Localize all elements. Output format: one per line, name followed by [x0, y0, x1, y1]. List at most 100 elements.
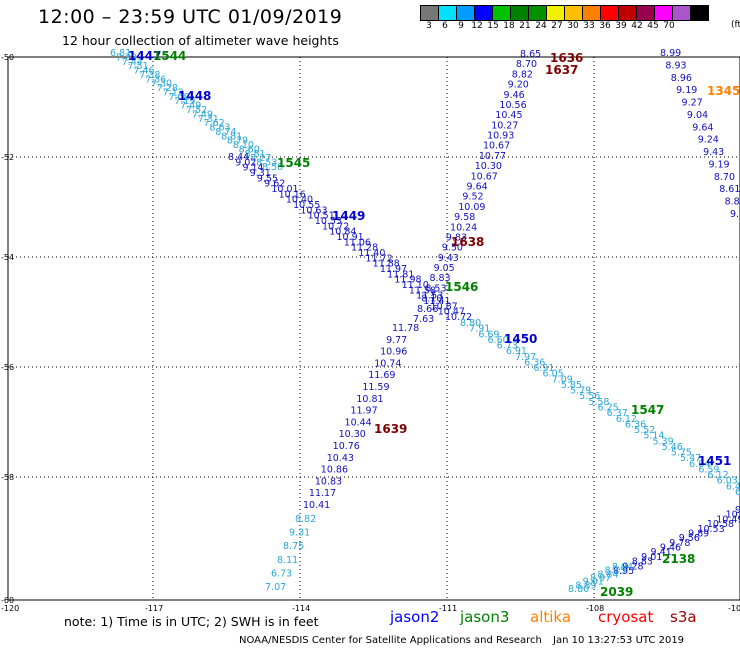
- wave-height-value: 10.01: [271, 184, 298, 195]
- wave-height-value: 10.58: [707, 519, 734, 530]
- wave-height-value: 9.43: [703, 147, 724, 158]
- wave-height-value: 9.: [730, 209, 739, 220]
- wave-height-value: 9.52: [462, 192, 483, 203]
- wave-height-value: 10.83: [315, 476, 342, 487]
- wave-height-value: 8.53: [425, 283, 446, 294]
- color-scale-label: 42: [631, 21, 643, 31]
- wave-height-value: 7.91: [469, 324, 490, 335]
- wave-height-value: 8.53: [256, 158, 277, 169]
- wave-height-value: 6.36: [524, 357, 545, 368]
- wave-height-value: 6.36: [625, 419, 646, 430]
- wave-height-value: 11.78: [392, 323, 419, 334]
- wave-height-value: 9.19: [676, 85, 697, 96]
- wave-height-value: 8.61: [719, 184, 740, 195]
- wave-height-value: 11.69: [368, 370, 395, 381]
- wave-height-value: 10.30: [475, 161, 502, 172]
- wave-height-value: 10.53: [697, 524, 724, 535]
- wave-height-value: 5.46: [662, 442, 683, 453]
- wave-height-value: 10.40: [726, 510, 740, 521]
- wave-height-value: 11.58: [409, 285, 436, 296]
- pass-time-label: 2039: [600, 585, 633, 599]
- wave-height-value: 8.70: [714, 172, 735, 183]
- wave-height-value: 9.77: [386, 335, 407, 346]
- wave-height-value: 7.07: [265, 582, 286, 593]
- map-title: 12:00 – 23:59 UTC 01/09/2019: [38, 6, 343, 28]
- wave-height-value: 9.31: [250, 168, 271, 179]
- color-scale-label: 33: [583, 21, 595, 31]
- wave-height-value: 7.31: [198, 114, 219, 125]
- wave-height-value: 9.20: [508, 80, 529, 91]
- wave-height-value: 9.89: [688, 528, 709, 539]
- color-scale-label: 27: [551, 21, 563, 31]
- credit-line: NOAA/NESDIS Center for Satellite Applica…: [239, 635, 542, 646]
- wave-height-value: 8.75: [283, 541, 304, 552]
- wave-height-value: 7.30: [151, 79, 172, 90]
- wave-height-value: 6.60: [488, 335, 509, 346]
- color-scale-label: 45: [647, 21, 659, 31]
- wave-height-value: 8.63: [209, 123, 230, 134]
- wave-height-value: 8.99: [660, 48, 681, 59]
- wave-height-value: 8.27: [250, 153, 271, 164]
- wave-height-value: 8.81: [244, 149, 265, 160]
- latitude-label: -52: [1, 153, 14, 162]
- wave-height-value: 8.83: [632, 557, 653, 568]
- wave-height-value: 6.03: [717, 476, 738, 487]
- pass-time-label: 1450: [504, 332, 537, 346]
- wave-height-value: 9.64: [692, 122, 713, 133]
- color-scale-label: 21: [519, 21, 531, 31]
- wave-height-value: 10.72: [445, 312, 472, 323]
- wave-height-value: 11.17: [309, 488, 336, 499]
- wave-height-value: 5.75: [671, 448, 692, 459]
- pass-time-label: 1449: [332, 209, 365, 223]
- pass-time-label: 1345: [707, 84, 740, 98]
- wave-height-value: 10.40: [286, 195, 313, 206]
- latitude-label: -56: [1, 363, 14, 372]
- wave-height-value: 8.8: [725, 197, 740, 208]
- wave-height-value: 8.83: [429, 273, 450, 284]
- color-scale-units: (ft): [731, 20, 740, 30]
- wave-height-value: 11.28: [351, 243, 378, 254]
- longitude-label: -111: [439, 604, 457, 613]
- pass-time-label: 1636: [550, 51, 583, 65]
- pass-time-label: 1546: [445, 280, 478, 294]
- wave-height-value: 8.79: [227, 136, 248, 147]
- wave-height-value: 10.44: [345, 417, 372, 428]
- wave-height-value: 8.81: [221, 131, 242, 142]
- wave-height-value: 10.43: [327, 453, 354, 464]
- wave-height-value: 7.52: [186, 105, 207, 116]
- wave-height-value: 10.77: [479, 151, 506, 162]
- pass-time-label: 1638: [451, 235, 484, 249]
- wave-height-value: 5.47: [680, 453, 701, 464]
- wave-height-value: 5.52: [634, 425, 655, 436]
- wave-height-value: 6.91: [506, 346, 527, 357]
- wave-height-value: 7.19: [174, 96, 195, 107]
- wave-height-value: 10.47: [438, 307, 465, 318]
- pass-time-label: 1448: [178, 89, 211, 103]
- timestamp: Jan 10 13:27:53 UTC 2019: [553, 635, 685, 646]
- wave-height-value: 11.06: [344, 237, 371, 248]
- wave-height-value: 10.67: [483, 141, 510, 152]
- wave-height-value: 8.66: [417, 304, 438, 315]
- color-scale-label: 39: [615, 21, 627, 31]
- wave-height-value: 8.97: [590, 573, 611, 584]
- wave-height-value: 5.14: [643, 431, 664, 442]
- wave-height-value: 10.63: [300, 205, 327, 216]
- color-scale-label: 70: [663, 21, 675, 31]
- wave-height-value: 9.04: [687, 110, 708, 121]
- wave-height-value: 6.73: [497, 341, 518, 352]
- wave-height-value: 8.95: [613, 566, 634, 577]
- wave-height-value: 7.39: [116, 52, 137, 63]
- wave-height-value: 10.74: [374, 358, 401, 369]
- wave-height-value: 7.63: [413, 314, 434, 325]
- legend-altika: altika: [530, 608, 572, 626]
- wave-height-value: 6.12: [616, 414, 637, 425]
- wave-height-value: 6.81: [110, 48, 131, 59]
- wave-height-value: 11.97: [350, 406, 377, 417]
- color-scale-label: 36: [599, 21, 611, 31]
- wave-height-value: 10.49: [716, 514, 740, 525]
- wave-height-value: 8.84: [597, 569, 618, 580]
- wave-height-value: 8.44: [228, 152, 249, 163]
- wave-height-value: 8.10: [233, 140, 254, 151]
- wave-height-value: 5.85: [561, 380, 582, 391]
